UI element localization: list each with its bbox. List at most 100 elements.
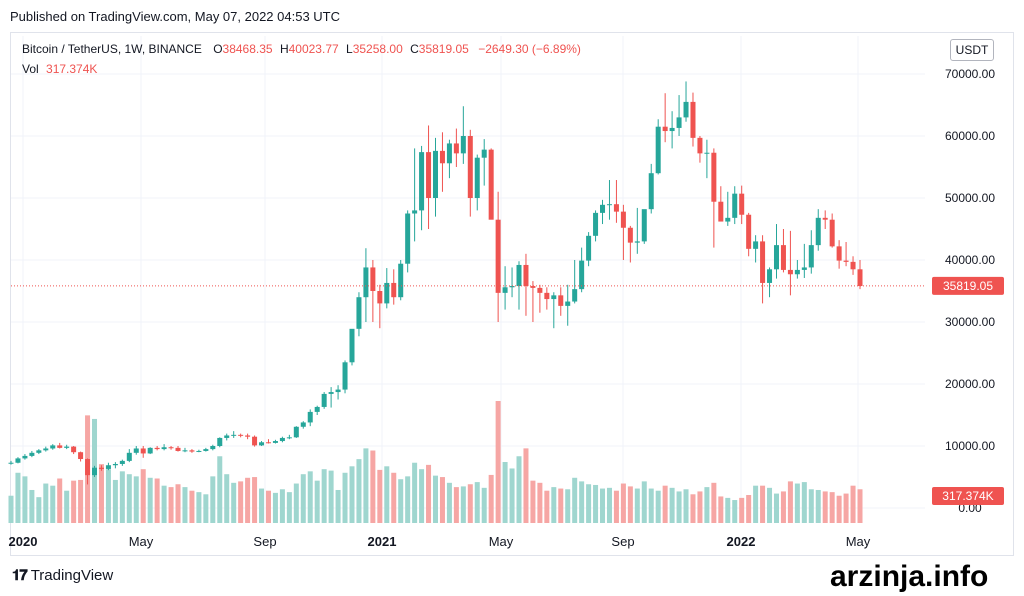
low-value: 35258.00 bbox=[352, 42, 403, 56]
candle-body bbox=[71, 446, 77, 453]
candle-body bbox=[544, 292, 550, 300]
candle-body bbox=[154, 447, 160, 450]
volume-bar bbox=[746, 495, 752, 523]
candle-body bbox=[398, 263, 404, 298]
volume-bar bbox=[112, 479, 118, 523]
volume-bar bbox=[300, 474, 306, 523]
candle-body bbox=[780, 245, 786, 270]
candle-body bbox=[293, 426, 299, 438]
volume-bar bbox=[530, 480, 536, 523]
candle-body bbox=[620, 211, 626, 228]
candle-body bbox=[572, 289, 578, 302]
candle-body bbox=[391, 282, 397, 298]
candle-body bbox=[627, 227, 633, 243]
candle-body bbox=[593, 212, 599, 236]
candle-body bbox=[801, 267, 807, 270]
candle-body bbox=[850, 261, 856, 270]
candle-body bbox=[718, 201, 724, 222]
candle-body bbox=[22, 455, 28, 459]
candle-body bbox=[272, 441, 278, 443]
candle-body bbox=[773, 245, 779, 270]
y-tick-label: 60000.00 bbox=[945, 129, 995, 143]
watermark: arzinja.info bbox=[830, 560, 989, 593]
volume-bar bbox=[419, 469, 425, 523]
candle-body bbox=[112, 463, 118, 466]
volume-bar bbox=[356, 459, 362, 523]
candle-body bbox=[641, 209, 647, 242]
candle-body bbox=[210, 446, 216, 450]
close-label: C bbox=[410, 42, 419, 56]
last-volume-tag bbox=[932, 487, 1004, 505]
change-value: −2649.30 (−6.89%) bbox=[478, 42, 581, 56]
candle-body bbox=[252, 436, 258, 446]
volume-bar bbox=[314, 480, 320, 523]
symbol-label: Bitcoin / TetherUS, 1W, BINANCE bbox=[22, 42, 202, 56]
volume-bar bbox=[620, 483, 626, 523]
volume-bar bbox=[98, 464, 104, 523]
candle-body bbox=[265, 442, 271, 444]
volume-bar bbox=[690, 494, 696, 523]
volume-bar bbox=[22, 476, 28, 523]
volume-bar bbox=[523, 448, 529, 523]
candle-body bbox=[502, 287, 508, 293]
volume-bar bbox=[272, 492, 278, 523]
volume-bar bbox=[439, 477, 445, 523]
candle-body bbox=[613, 204, 619, 212]
volume-bar bbox=[231, 482, 237, 523]
candle-body bbox=[161, 447, 167, 450]
currency-button[interactable]: USDT bbox=[950, 39, 994, 61]
candle-body bbox=[453, 143, 459, 154]
candle-body bbox=[175, 447, 181, 451]
volume-bar bbox=[384, 466, 390, 523]
volume-bar bbox=[412, 462, 418, 523]
candle-body bbox=[753, 241, 759, 249]
candle-body bbox=[189, 450, 195, 452]
candle-body bbox=[509, 286, 515, 288]
candle-body bbox=[683, 101, 689, 118]
volume-bar bbox=[634, 488, 640, 523]
tradingview-logo[interactable]: 𝟏𝟕 TradingView bbox=[12, 567, 113, 584]
volume-bar bbox=[217, 456, 223, 523]
candle-body bbox=[739, 193, 745, 215]
candle-body bbox=[446, 143, 452, 164]
candle-body bbox=[78, 452, 84, 460]
candle-body bbox=[419, 152, 425, 211]
vol-label: Vol bbox=[22, 62, 39, 76]
volume-bar bbox=[697, 491, 703, 523]
candle-body bbox=[147, 447, 153, 454]
volume-bar bbox=[760, 485, 766, 523]
candle-body bbox=[238, 434, 244, 436]
tradingview-mark-icon: 𝟏𝟕 bbox=[12, 567, 28, 584]
candle-body bbox=[286, 437, 292, 439]
volume-bar bbox=[641, 481, 647, 523]
candle-body bbox=[760, 241, 766, 283]
volume-bar bbox=[794, 483, 800, 523]
candle-body bbox=[815, 217, 821, 246]
candle-body bbox=[140, 448, 146, 454]
volume-bar bbox=[572, 477, 578, 523]
candle-body bbox=[133, 448, 139, 453]
candle-body bbox=[586, 235, 592, 261]
volume-bar bbox=[509, 468, 515, 523]
volume-bar bbox=[460, 486, 466, 523]
volume-bar bbox=[718, 496, 724, 523]
candle-body bbox=[328, 392, 334, 394]
volume-bar bbox=[391, 472, 397, 523]
volume-bar bbox=[293, 483, 299, 523]
volume-bar bbox=[321, 469, 327, 523]
last-price-tag bbox=[932, 276, 1004, 295]
open-label: O bbox=[213, 42, 223, 56]
volume-bar bbox=[78, 479, 84, 523]
candle-body bbox=[432, 150, 439, 198]
last-volume-label: 317.374K bbox=[942, 489, 993, 503]
volume-bar bbox=[474, 482, 480, 523]
candle-body bbox=[558, 295, 564, 306]
candle-body bbox=[523, 264, 529, 287]
candle-body bbox=[279, 437, 285, 442]
volume-bar bbox=[286, 492, 292, 523]
low-label: L bbox=[346, 42, 353, 56]
volume-bar bbox=[676, 491, 682, 523]
candle-body bbox=[843, 260, 849, 262]
candle-body bbox=[231, 434, 237, 436]
